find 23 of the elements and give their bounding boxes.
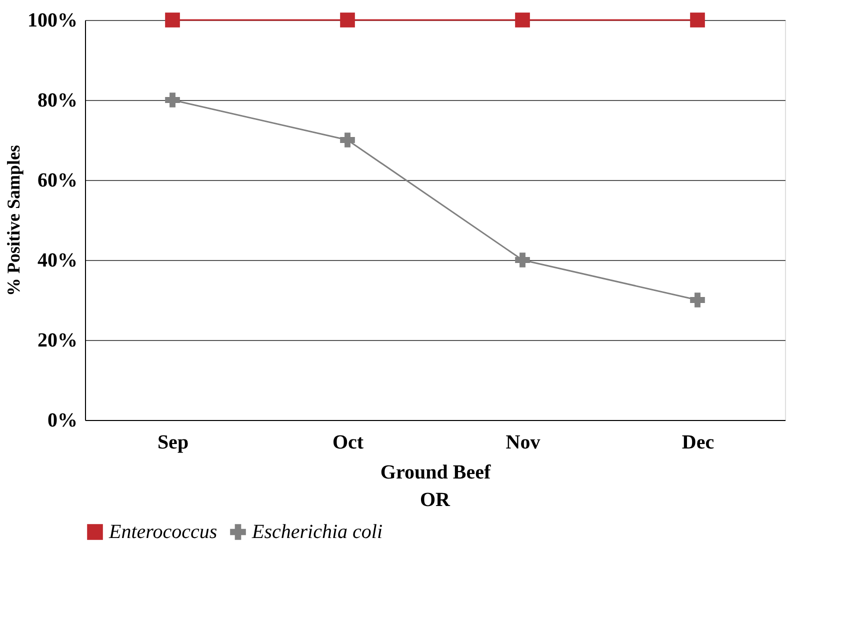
point bbox=[165, 92, 180, 108]
point bbox=[690, 12, 705, 28]
y-tick-label: 20% bbox=[38, 330, 78, 352]
point bbox=[515, 252, 530, 268]
y-tick-label: 40% bbox=[38, 250, 78, 272]
y-tick-label: 60% bbox=[38, 170, 78, 192]
y-tick-label: 80% bbox=[38, 90, 78, 112]
point bbox=[690, 292, 705, 308]
point bbox=[165, 12, 180, 28]
y-tick-label: 0% bbox=[48, 410, 78, 432]
legend-label: Escherichia coli bbox=[251, 521, 383, 543]
legend-label: Enterococcus bbox=[108, 521, 218, 543]
text: OR bbox=[420, 489, 451, 511]
point bbox=[340, 132, 355, 148]
x-tick-label: Nov bbox=[506, 432, 540, 454]
point bbox=[515, 12, 530, 28]
x-tick-label: Sep bbox=[157, 432, 189, 454]
x-axis-title: Ground Beef bbox=[380, 462, 491, 484]
y-tick-label: 100% bbox=[28, 10, 78, 32]
point bbox=[340, 12, 355, 28]
x-tick-label: Dec bbox=[682, 432, 714, 454]
y-axis-title: % Positive Samples bbox=[4, 145, 24, 296]
x-tick-label: Oct bbox=[332, 432, 364, 454]
